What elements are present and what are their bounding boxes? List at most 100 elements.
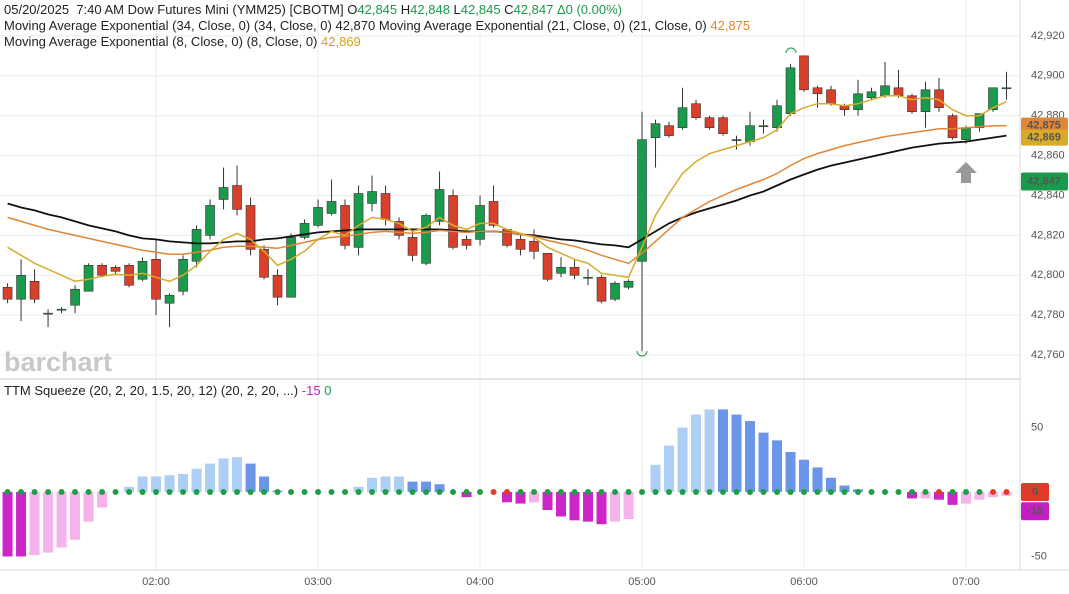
- ema-name: Moving Average Exponential (21, Close, 0…: [378, 18, 626, 33]
- squeeze-bar: [434, 484, 445, 492]
- squeeze-bar: [394, 476, 405, 492]
- ohlc-key: H: [400, 2, 411, 17]
- candle-body: [394, 221, 404, 236]
- squeeze-dot: [598, 488, 605, 495]
- candle-body: [583, 276, 593, 279]
- squeeze-bar: [367, 477, 378, 492]
- squeeze-dot: [625, 488, 632, 495]
- y-tick-label: 42,820: [1031, 229, 1065, 241]
- candle-body: [974, 113, 985, 128]
- squeeze-dot: [463, 488, 470, 495]
- squeeze-bar: [691, 414, 702, 492]
- squeeze-bar: [191, 468, 202, 492]
- candle-body: [137, 261, 148, 280]
- squeeze-dot: [369, 488, 376, 495]
- squeeze-bar: [502, 491, 513, 503]
- squeeze-dot: [760, 488, 767, 495]
- squeeze-bar: [758, 432, 769, 492]
- low-marker: [636, 350, 648, 357]
- squeeze-dot: [693, 488, 700, 495]
- watermark: barchart: [4, 347, 112, 377]
- y-tick-label: 50: [1031, 421, 1043, 433]
- ohlc-value: 42,848: [410, 2, 450, 17]
- change: Δ0 (0.00%): [556, 2, 622, 17]
- candle-body: [650, 123, 661, 138]
- squeeze-dot: [180, 488, 187, 495]
- squeeze-dot: [328, 488, 335, 495]
- squeeze-bar: [920, 491, 931, 499]
- candle-body: [286, 237, 296, 298]
- squeeze-dot: [895, 488, 902, 495]
- squeeze-dot: [571, 488, 578, 495]
- candle-body: [2, 286, 13, 300]
- squeeze-bar: [664, 445, 675, 492]
- candle-body: [205, 205, 215, 236]
- squeeze-dot: [396, 488, 403, 495]
- squeeze-bar: [421, 481, 432, 492]
- ohlc-key: C: [504, 2, 514, 17]
- candle-body: [947, 115, 958, 138]
- squeeze-dot: [801, 488, 808, 495]
- candle-body: [16, 274, 26, 300]
- candle-body: [448, 195, 458, 248]
- squeeze-bar: [974, 491, 985, 500]
- squeeze-dot: [585, 488, 592, 495]
- indicator-params: (20, 2, 20, ...): [220, 383, 299, 398]
- squeeze-bar: [907, 491, 918, 499]
- ema-legend: Moving Average Exponential (34, Close, 0…: [4, 18, 750, 34]
- squeeze-dot: [909, 488, 916, 495]
- squeeze-bar: [596, 491, 607, 525]
- squeeze-bar: [623, 491, 634, 520]
- ema-line: [7, 94, 1007, 283]
- squeeze-dot: [666, 488, 673, 495]
- ema-legend: Moving Average Exponential (8, Close, 0)…: [4, 34, 361, 50]
- candle-body: [56, 308, 67, 311]
- squeeze-bar: [718, 409, 729, 492]
- candle-body: [772, 105, 782, 128]
- squeeze-dot: [234, 488, 241, 495]
- squeeze-bar: [529, 491, 540, 503]
- squeeze-dot: [639, 488, 646, 495]
- squeeze-dot: [841, 488, 848, 495]
- squeeze-dot: [301, 488, 308, 495]
- squeeze-bar: [218, 458, 229, 492]
- squeeze-dot: [85, 488, 92, 495]
- y-tick-label: 42,920: [1031, 30, 1065, 42]
- squeeze-dot: [612, 488, 619, 495]
- squeeze-dot: [193, 488, 200, 495]
- candle-body: [623, 280, 634, 288]
- quote-header: 05/20/2025 7:40 AM Dow Futures Mini (YMM…: [4, 2, 622, 18]
- candle-body: [1001, 87, 1012, 90]
- candle-body: [29, 280, 40, 300]
- squeeze-bar: [380, 476, 391, 492]
- squeeze-dot: [774, 488, 781, 495]
- squeeze-dot: [963, 488, 970, 495]
- candle-body: [880, 85, 890, 97]
- candle-body: [299, 223, 310, 238]
- squeeze-bar: [164, 475, 175, 492]
- candle-body: [596, 276, 607, 302]
- candle-body: [421, 215, 431, 264]
- squeeze-dot: [355, 488, 362, 495]
- candle-body: [718, 117, 728, 134]
- squeeze-dot: [679, 488, 686, 495]
- squeeze-bar: [947, 491, 958, 505]
- squeeze-bar: [259, 476, 270, 492]
- squeeze-bar: [178, 473, 189, 492]
- squeeze-dot: [342, 488, 349, 495]
- indicator-box: [1021, 482, 1049, 501]
- candle-body: [475, 205, 485, 240]
- indicator-legend: TTM Squeeze (20, 2, 20, 1.5, 20, 12) (20…: [4, 383, 331, 399]
- squeeze-dot: [882, 488, 889, 495]
- time: 7:40 AM: [76, 2, 125, 17]
- candle-body: [461, 239, 472, 246]
- candle-body: [799, 55, 809, 91]
- ohlc-key: O: [347, 2, 358, 17]
- squeeze-bar: [785, 451, 796, 492]
- ema-params: (8, Close, 0): [246, 34, 318, 49]
- squeeze-dot: [31, 488, 38, 495]
- y-tick-label: 42,900: [1031, 70, 1065, 82]
- ohlc-key: L: [453, 2, 461, 17]
- readout: -15: [301, 383, 321, 398]
- candle-body: [43, 312, 53, 315]
